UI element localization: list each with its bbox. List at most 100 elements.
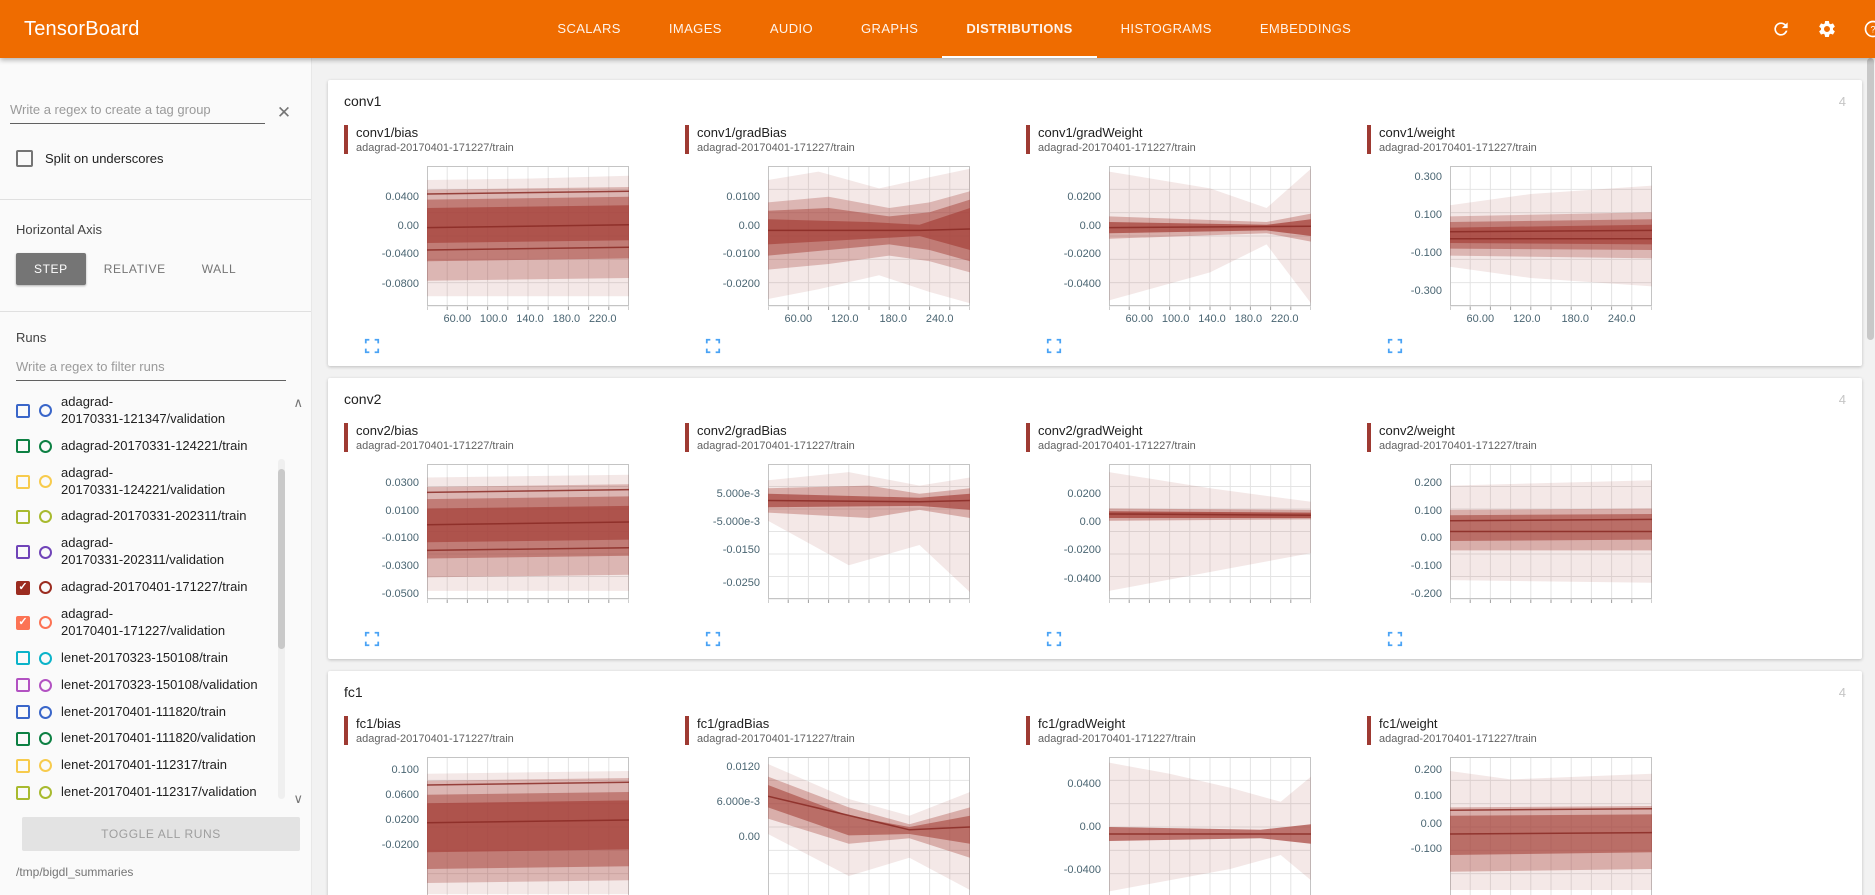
tab-images[interactable]: IMAGES bbox=[668, 20, 722, 36]
run-color-circle[interactable] bbox=[39, 759, 52, 773]
section-name: conv2 bbox=[344, 391, 382, 407]
runs-list: ∧ ∨ adagrad- 20170331-121347/validation a… bbox=[16, 389, 311, 809]
run-checkbox[interactable] bbox=[16, 758, 30, 773]
run-checkbox[interactable] bbox=[16, 509, 30, 524]
run-color-circle[interactable] bbox=[39, 581, 52, 595]
check-icon: ✓ bbox=[18, 616, 28, 629]
settings-gear-icon[interactable] bbox=[1815, 17, 1839, 41]
tab-graphs[interactable]: GRAPHS bbox=[861, 20, 919, 36]
plot[interactable] bbox=[1449, 756, 1653, 895]
run-item[interactable]: adagrad- 20170331-124221/validation bbox=[16, 460, 278, 504]
fullscreen-expand-icon[interactable] bbox=[705, 631, 721, 647]
run-color-circle[interactable] bbox=[39, 475, 52, 489]
run-item[interactable]: lenet-20170323-150108/train bbox=[16, 645, 278, 672]
run-name: adagrad-20170331-202311/train bbox=[61, 508, 247, 524]
run-item[interactable]: lenet-20170323-150108/validation bbox=[16, 672, 278, 699]
runs-scrollbar[interactable] bbox=[278, 459, 285, 799]
run-item[interactable]: lenet-20170401-112317/train bbox=[16, 752, 278, 779]
axis-option-step[interactable]: STEP bbox=[16, 253, 86, 285]
horizontal-axis-buttons: STEP RELATIVE WALL bbox=[16, 253, 295, 285]
run-color-circle[interactable] bbox=[39, 545, 52, 559]
run-item[interactable]: lenet-20170401-111820/validation bbox=[16, 725, 278, 752]
axis-option-wall[interactable]: WALL bbox=[201, 262, 237, 276]
tab-distributions[interactable]: DISTRIBUTIONS bbox=[942, 0, 1097, 58]
run-color-circle[interactable] bbox=[39, 732, 52, 746]
section-header[interactable]: conv2 4 bbox=[328, 378, 1862, 415]
run-color-circle[interactable] bbox=[39, 616, 52, 630]
run-item[interactable]: adagrad-20170331-202311/train bbox=[16, 503, 278, 530]
run-item[interactable]: ✓ adagrad- 20170401-171227/validation bbox=[16, 601, 278, 645]
run-color-circle[interactable] bbox=[39, 651, 52, 665]
plot[interactable] bbox=[426, 463, 630, 609]
plot[interactable] bbox=[1108, 756, 1312, 895]
fullscreen-expand-icon[interactable] bbox=[364, 338, 380, 354]
run-item[interactable]: adagrad- 20170331-121347/validation bbox=[16, 389, 278, 433]
fullscreen-expand-icon[interactable] bbox=[1046, 338, 1062, 354]
x-tick-label: 220.0 bbox=[588, 313, 617, 325]
y-tick-label: 0.0300 bbox=[385, 476, 419, 489]
plot[interactable]: 60.00 100.0 140.0 180.0 220.0 bbox=[1108, 165, 1312, 325]
tab-histograms[interactable]: HISTOGRAMS bbox=[1120, 20, 1212, 36]
run-checkbox[interactable]: ✓ bbox=[16, 615, 30, 630]
toggle-all-runs-button[interactable]: TOGGLE ALL RUNS bbox=[22, 817, 300, 851]
y-tick-label: 0.00 bbox=[397, 220, 419, 233]
run-item[interactable]: adagrad-20170331-124221/train bbox=[16, 433, 278, 460]
axis-option-relative[interactable]: RELATIVE bbox=[103, 262, 166, 276]
run-color-circle[interactable] bbox=[39, 705, 52, 719]
run-item[interactable]: lenet-20170401-111820/train bbox=[16, 699, 278, 726]
fullscreen-expand-icon[interactable] bbox=[1387, 338, 1403, 354]
fullscreen-expand-icon[interactable] bbox=[364, 631, 380, 647]
run-color-circle[interactable] bbox=[39, 404, 52, 418]
run-checkbox[interactable] bbox=[16, 439, 30, 454]
run-name: adagrad- 20170331-121347/validation bbox=[61, 394, 226, 426]
plot[interactable]: 60.00 120.0 180.0 240.0 bbox=[767, 165, 971, 325]
scroll-up-icon[interactable]: ∧ bbox=[293, 395, 303, 410]
plot[interactable]: 60.00 100.0 140.0 180.0 220.0 bbox=[426, 165, 630, 325]
close-icon[interactable]: ✕ bbox=[276, 103, 292, 122]
section-header[interactable]: fc1 4 bbox=[328, 671, 1862, 708]
tag-regex-input[interactable] bbox=[10, 98, 265, 124]
fullscreen-expand-icon[interactable] bbox=[1046, 631, 1062, 647]
plot[interactable] bbox=[1449, 463, 1653, 609]
split-underscores-label: Split on underscores bbox=[45, 151, 164, 166]
page-scrollbar[interactable] bbox=[1866, 58, 1875, 895]
run-item[interactable]: lenet-20170401-112317/validation bbox=[16, 779, 278, 806]
run-checkbox[interactable] bbox=[16, 651, 30, 666]
refresh-icon[interactable] bbox=[1769, 17, 1793, 41]
x-tick-label: 120.0 bbox=[830, 313, 859, 325]
run-checkbox[interactable] bbox=[16, 403, 30, 418]
section-header[interactable]: conv1 4 bbox=[328, 80, 1862, 117]
runs-filter-input[interactable] bbox=[16, 355, 286, 381]
run-checkbox[interactable] bbox=[16, 545, 30, 560]
run-item[interactable]: ✓ adagrad-20170401-171227/train bbox=[16, 574, 278, 601]
runs-scrollbar-thumb[interactable] bbox=[278, 469, 285, 649]
plot[interactable] bbox=[767, 756, 971, 895]
distribution-chart: fc1/gradBias adagrad-20170401-171227/trai… bbox=[685, 716, 1026, 895]
run-color-circle[interactable] bbox=[39, 678, 52, 692]
run-item[interactable]: adagrad- 20170331-202311/validation bbox=[16, 530, 278, 574]
tab-audio[interactable]: AUDIO bbox=[769, 20, 814, 36]
plot[interactable] bbox=[426, 756, 630, 895]
y-tick-label: -0.0100 bbox=[722, 248, 760, 261]
tab-embeddings[interactable]: EMBEDDINGS bbox=[1259, 20, 1352, 36]
run-color-circle[interactable] bbox=[39, 786, 52, 800]
run-checkbox[interactable] bbox=[16, 731, 30, 746]
run-checkbox[interactable]: ✓ bbox=[16, 580, 30, 595]
tab-scalars[interactable]: SCALARS bbox=[557, 20, 621, 36]
run-checkbox[interactable] bbox=[16, 785, 30, 800]
run-checkbox[interactable] bbox=[16, 705, 30, 720]
fullscreen-expand-icon[interactable] bbox=[705, 338, 721, 354]
scroll-down-icon[interactable]: ∨ bbox=[293, 791, 303, 806]
split-underscores-checkbox[interactable] bbox=[16, 150, 33, 167]
page-scrollbar-thumb[interactable] bbox=[1867, 58, 1874, 340]
run-color-circle[interactable] bbox=[39, 439, 52, 453]
plot[interactable] bbox=[767, 463, 971, 609]
fullscreen-expand-icon[interactable] bbox=[1387, 631, 1403, 647]
plot[interactable] bbox=[1108, 463, 1312, 609]
run-checkbox[interactable] bbox=[16, 474, 30, 489]
run-color-circle[interactable] bbox=[39, 510, 52, 524]
help-icon[interactable]: ? bbox=[1861, 17, 1875, 41]
run-checkbox[interactable] bbox=[16, 678, 30, 693]
chart-title: conv1/gradBias bbox=[697, 125, 787, 140]
plot[interactable]: 60.00 120.0 180.0 240.0 bbox=[1449, 165, 1653, 325]
